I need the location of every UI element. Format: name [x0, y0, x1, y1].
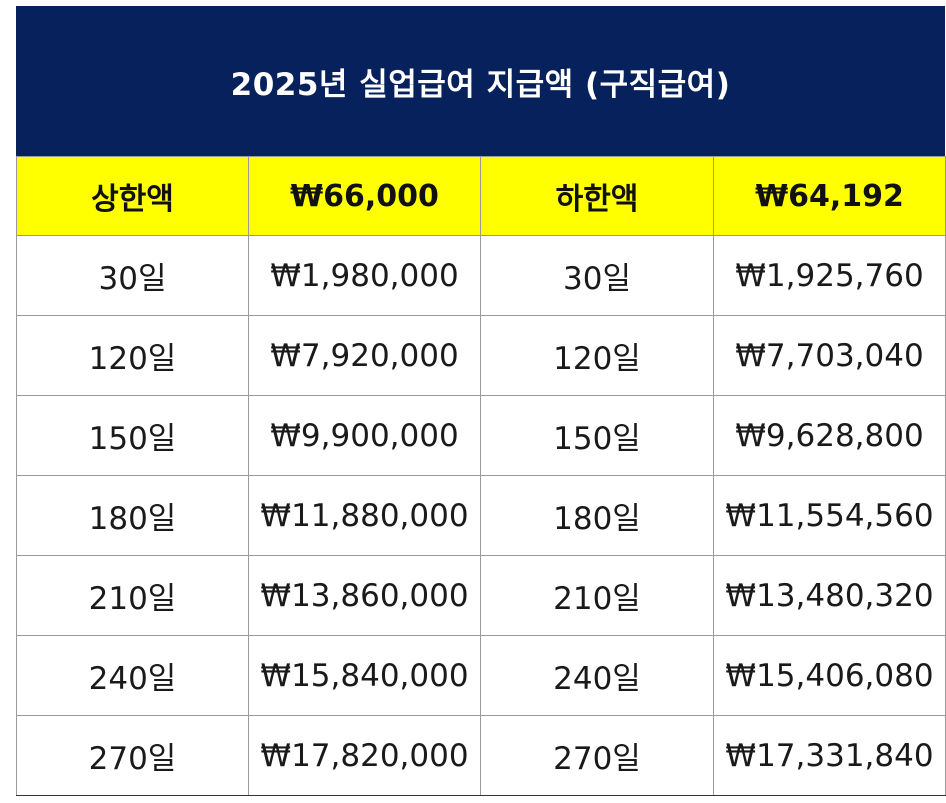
- upper-amount-cell: ₩9,900,000: [248, 395, 481, 476]
- lower-amount-cell: ₩9,628,800: [713, 395, 946, 476]
- lower-days-cell: 120일: [480, 315, 714, 396]
- upper-days-cell: 30일: [16, 235, 249, 316]
- upper-days-cell: 270일: [16, 715, 249, 796]
- upper-days-cell: 240일: [16, 635, 249, 716]
- upper-amount-cell: ₩1,980,000: [248, 235, 481, 316]
- lower-days-cell: 240일: [480, 635, 714, 716]
- benefit-table: 2025년 실업급여 지급액 (구직급여) 상한액 ₩66,000 하한액 ₩6…: [16, 6, 946, 796]
- table-row: 120일 ₩7,920,000 120일 ₩7,703,040: [16, 315, 946, 396]
- upper-amount-cell: ₩7,920,000: [248, 315, 481, 396]
- upper-amount-cell: ₩13,860,000: [248, 555, 481, 636]
- lower-amount-cell: ₩15,406,080: [713, 635, 946, 716]
- benefit-grid: 상한액 ₩66,000 하한액 ₩64,192 30일 ₩1,980,000 3…: [16, 156, 946, 796]
- table-row: 30일 ₩1,980,000 30일 ₩1,925,760: [16, 235, 946, 316]
- table-title: 2025년 실업급여 지급액 (구직급여): [16, 6, 945, 156]
- lower-days-cell: 180일: [480, 475, 714, 556]
- upper-amount-cell: ₩15,840,000: [248, 635, 481, 716]
- upper-amount-cell: ₩17,820,000: [248, 715, 481, 796]
- lower-amount-cell: ₩17,331,840: [713, 715, 946, 796]
- lower-amount-cell: ₩13,480,320: [713, 555, 946, 636]
- upper-limit-label: 상한액: [16, 156, 249, 236]
- upper-limit-daily-value: ₩66,000: [248, 156, 481, 236]
- table-row: 270일 ₩17,820,000 270일 ₩17,331,840: [16, 715, 946, 796]
- benefit-grid-body: 상한액 ₩66,000 하한액 ₩64,192 30일 ₩1,980,000 3…: [16, 156, 946, 796]
- lower-amount-cell: ₩11,554,560: [713, 475, 946, 556]
- lower-amount-cell: ₩1,925,760: [713, 235, 946, 316]
- lower-days-cell: 150일: [480, 395, 714, 476]
- upper-days-cell: 180일: [16, 475, 249, 556]
- lower-days-cell: 270일: [480, 715, 714, 796]
- upper-amount-cell: ₩11,880,000: [248, 475, 481, 556]
- table-row: 240일 ₩15,840,000 240일 ₩15,406,080: [16, 635, 946, 716]
- lower-limit-label: 하한액: [480, 156, 714, 236]
- header-row: 상한액 ₩66,000 하한액 ₩64,192: [16, 156, 946, 236]
- table-row: 210일 ₩13,860,000 210일 ₩13,480,320: [16, 555, 946, 636]
- lower-limit-daily-value: ₩64,192: [713, 156, 946, 236]
- table-title-text: 2025년 실업급여 지급액 (구직급여): [230, 66, 731, 103]
- lower-days-cell: 30일: [480, 235, 714, 316]
- table-row: 150일 ₩9,900,000 150일 ₩9,628,800: [16, 395, 946, 476]
- lower-amount-cell: ₩7,703,040: [713, 315, 946, 396]
- upper-days-cell: 150일: [16, 395, 249, 476]
- lower-days-cell: 210일: [480, 555, 714, 636]
- table-row: 180일 ₩11,880,000 180일 ₩11,554,560: [16, 475, 946, 556]
- upper-days-cell: 120일: [16, 315, 249, 396]
- upper-days-cell: 210일: [16, 555, 249, 636]
